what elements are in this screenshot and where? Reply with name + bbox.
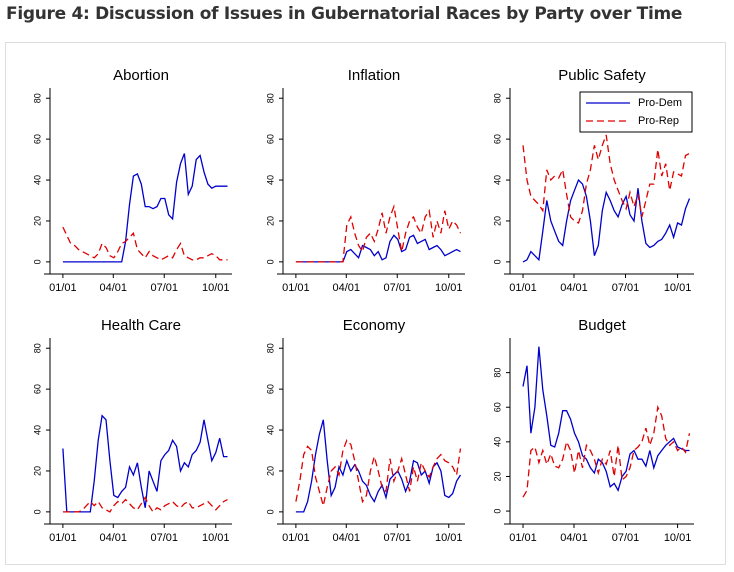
y-tick-label: 20 xyxy=(265,466,275,476)
legend-label: Pro-Rep xyxy=(638,115,679,127)
series-line xyxy=(522,346,690,492)
y-tick-label: 60 xyxy=(265,134,275,144)
y-tick-label: 0 xyxy=(265,259,275,264)
panel-title: Budget xyxy=(578,317,626,334)
y-tick-label: 60 xyxy=(492,402,502,412)
x-tick-label: 10/01 xyxy=(664,532,692,544)
x-tick-label: 01/01 xyxy=(49,282,77,294)
x-tick-label: 01/01 xyxy=(509,282,537,294)
series-line xyxy=(62,414,228,513)
x-tick-label: 10/01 xyxy=(202,282,230,294)
x-tick-label: 04/01 xyxy=(560,282,588,294)
y-tick-label: 80 xyxy=(265,343,275,353)
panel-title: Economy xyxy=(343,317,406,334)
x-tick-label: 04/01 xyxy=(100,532,128,544)
x-tick-label: 04/01 xyxy=(333,282,361,294)
series-line xyxy=(295,439,462,506)
y-tick-label: 20 xyxy=(492,471,502,481)
y-tick-label: 60 xyxy=(32,134,42,144)
y-tick-label: 0 xyxy=(492,259,502,264)
panel-title: Health Care xyxy=(101,317,181,334)
x-tick-label: 07/01 xyxy=(612,282,640,294)
y-tick-label: 20 xyxy=(32,216,42,226)
y-tick-label: 60 xyxy=(492,134,502,144)
x-tick-label: 10/01 xyxy=(435,532,463,544)
x-tick-label: 07/01 xyxy=(383,282,411,294)
x-tick-label: 10/01 xyxy=(435,282,463,294)
y-tick-label: 40 xyxy=(492,175,502,185)
series-line xyxy=(62,496,228,513)
y-tick-label: 0 xyxy=(32,259,42,264)
panel: Public Safety 0 20 40 60 80 01/01 04/01 07/01 10/… xyxy=(492,67,694,294)
x-tick-label: 07/01 xyxy=(383,532,411,544)
y-tick-label: 40 xyxy=(265,425,275,435)
y-tick-label: 80 xyxy=(492,368,502,378)
x-tick-label: 07/01 xyxy=(150,282,178,294)
x-tick-label: 01/01 xyxy=(49,532,77,544)
y-tick-label: 20 xyxy=(32,466,42,476)
y-tick-label: 0 xyxy=(265,509,275,514)
y-tick-label: 60 xyxy=(32,384,42,394)
y-tick-label: 40 xyxy=(265,175,275,185)
figure-title: Figure 4: Discussion of Issues in Gubern… xyxy=(6,4,683,24)
y-tick-label: 80 xyxy=(492,93,502,103)
x-tick-label: 04/01 xyxy=(100,282,128,294)
x-tick-label: 07/01 xyxy=(612,532,640,544)
y-tick-label: 20 xyxy=(265,216,275,226)
series-line xyxy=(522,134,690,224)
panel-title: Inflation xyxy=(348,67,401,84)
y-tick-label: 0 xyxy=(492,509,502,514)
series-line xyxy=(522,404,691,498)
legend-label: Pro-Dem xyxy=(638,97,682,109)
y-tick-label: 40 xyxy=(32,175,42,185)
y-tick-label: 80 xyxy=(265,93,275,103)
panel: Health Care 0 20 40 60 80 01/01 04/01 07/01 10/01 xyxy=(32,317,232,544)
panel: Inflation 0 20 40 60 80 01/01 04/01 07/01 10/01 xyxy=(265,67,465,294)
x-tick-label: 04/01 xyxy=(333,532,361,544)
y-tick-label: 40 xyxy=(32,425,42,435)
panel: Budget 0 20 40 60 80 01/01 04/01 07/01 10/01 xyxy=(492,317,694,544)
y-tick-label: 0 xyxy=(32,509,42,514)
x-tick-label: 10/01 xyxy=(202,532,230,544)
series-line xyxy=(295,204,462,263)
x-tick-label: 04/01 xyxy=(560,532,588,544)
series-line xyxy=(62,226,228,261)
y-tick-label: 40 xyxy=(492,437,502,447)
panel: Economy 0 20 40 60 80 01/01 04/01 07/01 10/01 xyxy=(265,317,465,544)
y-tick-label: 80 xyxy=(32,343,42,353)
y-tick-label: 20 xyxy=(492,216,502,226)
y-tick-label: 80 xyxy=(32,93,42,103)
legend-box xyxy=(579,91,693,133)
x-tick-label: 01/01 xyxy=(509,532,537,544)
panel: Abortion 0 20 40 60 80 01/01 04/01 07/01 10/01 xyxy=(32,67,232,294)
series-line xyxy=(522,178,691,263)
panel-title: Abortion xyxy=(113,67,169,84)
y-tick-label: 60 xyxy=(265,384,275,394)
panel-title: Public Safety xyxy=(558,67,646,84)
x-tick-label: 01/01 xyxy=(282,532,310,544)
x-tick-label: 01/01 xyxy=(282,282,310,294)
x-tick-label: 10/01 xyxy=(664,282,692,294)
series-line xyxy=(62,153,228,263)
x-tick-label: 07/01 xyxy=(150,532,178,544)
